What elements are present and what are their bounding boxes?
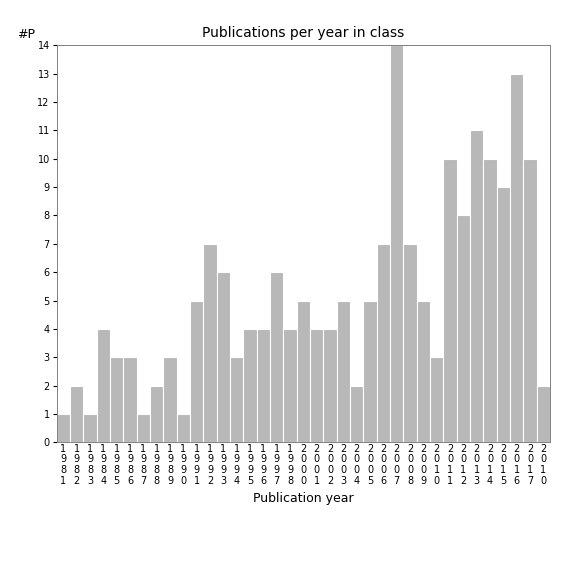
Bar: [70, 386, 83, 442]
Bar: [456, 215, 470, 442]
Bar: [470, 130, 483, 442]
Bar: [310, 329, 323, 442]
Bar: [510, 74, 523, 442]
Bar: [177, 414, 190, 442]
Bar: [137, 414, 150, 442]
Bar: [257, 329, 270, 442]
Bar: [124, 357, 137, 442]
Bar: [217, 272, 230, 442]
Bar: [110, 357, 124, 442]
Bar: [523, 159, 536, 442]
Bar: [323, 329, 337, 442]
Bar: [337, 301, 350, 442]
Bar: [417, 301, 430, 442]
Bar: [230, 357, 243, 442]
Bar: [483, 159, 497, 442]
Text: #P: #P: [17, 28, 35, 41]
Bar: [284, 329, 297, 442]
Bar: [376, 244, 390, 442]
Bar: [190, 301, 204, 442]
Bar: [204, 244, 217, 442]
X-axis label: Publication year: Publication year: [253, 492, 354, 505]
Bar: [390, 45, 403, 442]
Bar: [350, 386, 363, 442]
Bar: [430, 357, 443, 442]
Bar: [57, 414, 70, 442]
Bar: [243, 329, 257, 442]
Bar: [150, 386, 163, 442]
Bar: [297, 301, 310, 442]
Bar: [97, 329, 110, 442]
Bar: [163, 357, 177, 442]
Bar: [363, 301, 376, 442]
Bar: [403, 244, 417, 442]
Title: Publications per year in class: Publications per year in class: [202, 26, 404, 40]
Bar: [443, 159, 456, 442]
Bar: [83, 414, 97, 442]
Bar: [536, 386, 550, 442]
Bar: [497, 187, 510, 442]
Bar: [270, 272, 284, 442]
